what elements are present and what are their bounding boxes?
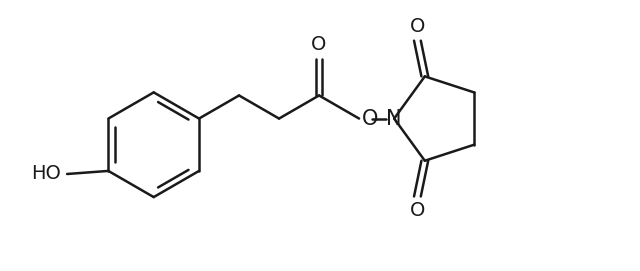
Text: O: O: [362, 109, 378, 128]
Text: HO: HO: [31, 164, 61, 183]
Text: O: O: [410, 17, 425, 36]
Text: N: N: [387, 109, 402, 128]
Text: O: O: [410, 201, 425, 220]
Text: O: O: [312, 35, 327, 54]
